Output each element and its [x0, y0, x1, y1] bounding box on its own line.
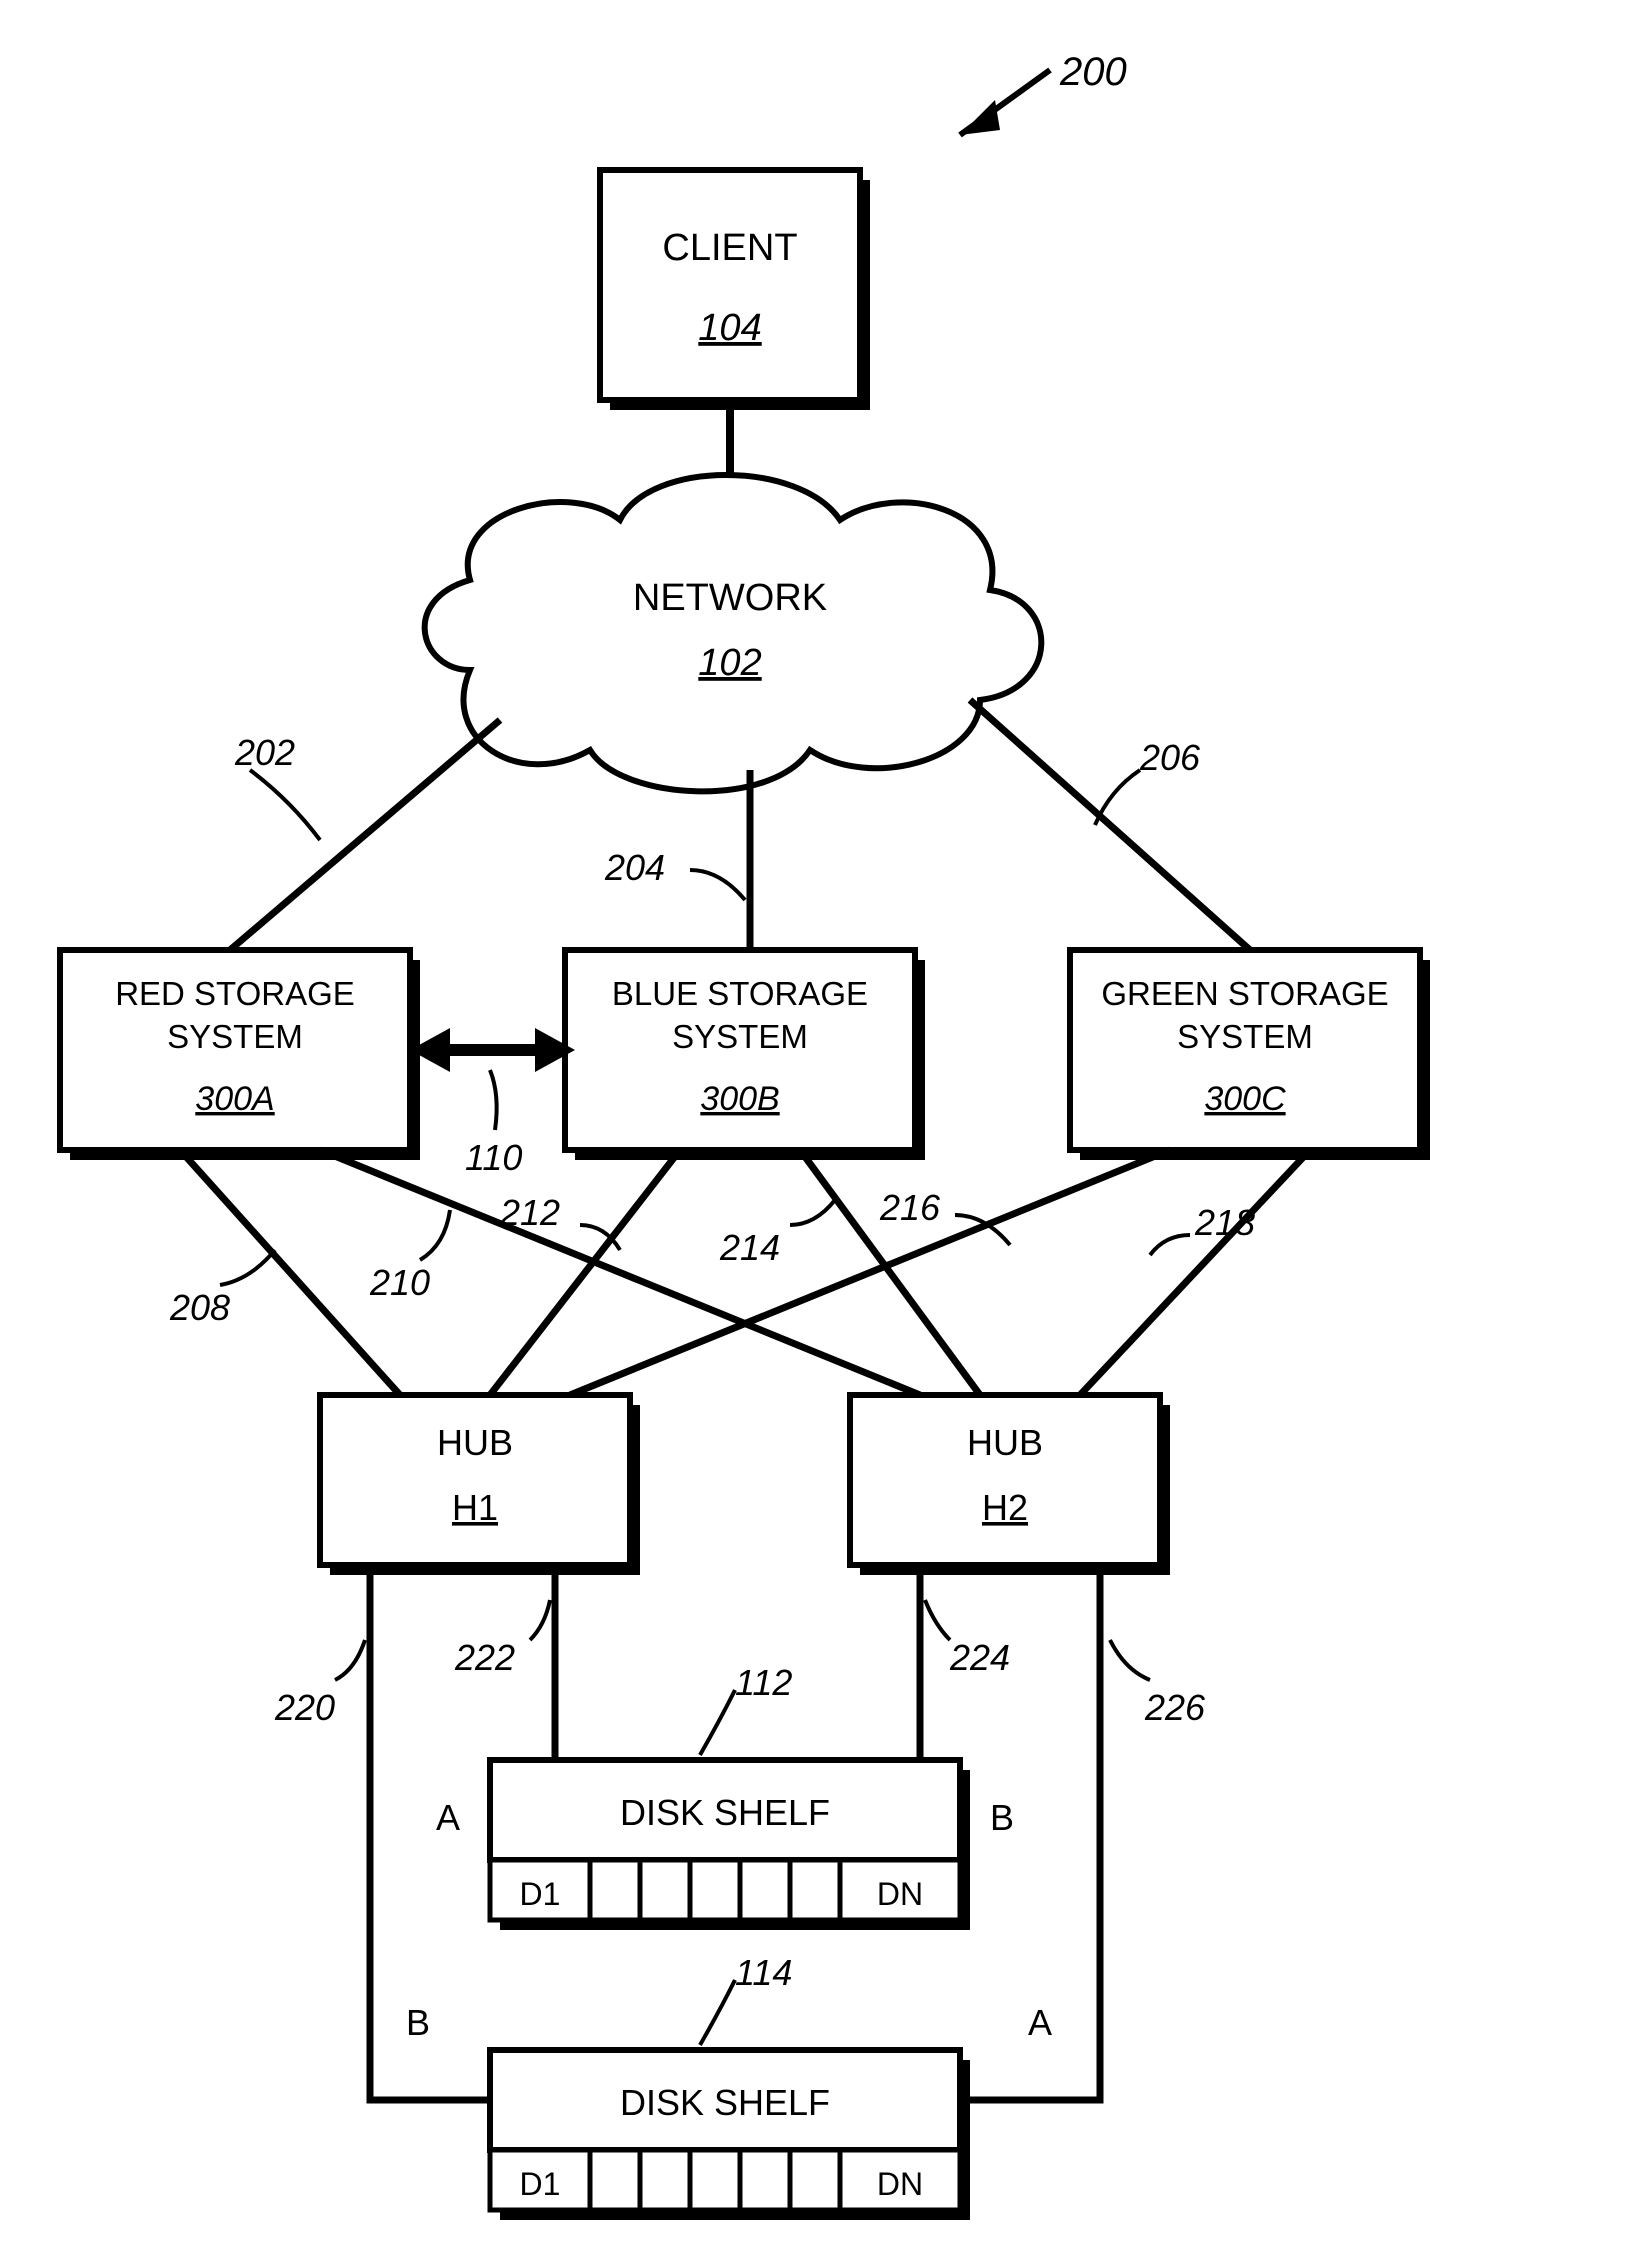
label-214: 214 — [719, 1227, 780, 1268]
network-cloud: NETWORK 102 — [425, 475, 1042, 791]
link-218 — [1080, 1150, 1310, 1395]
green-title1: GREEN STORAGE — [1101, 975, 1388, 1012]
interconnect-arrow: 110 — [410, 1028, 575, 1178]
shelf2-portB: B — [406, 2002, 430, 2043]
shelf2-d1: D1 — [520, 2166, 561, 2202]
disk-shelf-1: 112 DISK SHELF D1 DN — [490, 1662, 970, 1930]
figure-id-marker: 200 — [960, 50, 1127, 135]
shelf1-portB: B — [990, 1797, 1014, 1838]
blue-title1: BLUE STORAGE — [612, 975, 868, 1012]
interconnect-id: 110 — [465, 1137, 522, 1178]
link-216 — [570, 1150, 1170, 1395]
shelf1-title: DISK SHELF — [620, 1792, 830, 1833]
shelf1-d1: D1 — [520, 1876, 561, 1912]
hub1-title: HUB — [437, 1422, 513, 1463]
label-226: 226 — [1144, 1687, 1206, 1728]
client-id: 104 — [698, 307, 761, 349]
hub-h1-box: HUB H1 — [320, 1395, 640, 1575]
label-212: 212 — [499, 1192, 560, 1233]
shelf1-id: 112 — [735, 1662, 792, 1703]
green-title2: SYSTEM — [1177, 1018, 1313, 1055]
client-title: CLIENT — [662, 227, 797, 269]
hub1-id: H1 — [452, 1487, 498, 1528]
shelf1-dn: DN — [877, 1876, 923, 1912]
hub2-id: H2 — [982, 1487, 1028, 1528]
link-208 — [180, 1150, 400, 1395]
client-box: CLIENT 104 — [600, 170, 870, 410]
disk-shelf-2: 114 DISK SHELF D1 DN — [490, 1952, 970, 2220]
label-206: 206 — [1139, 737, 1201, 778]
label-224: 224 — [949, 1637, 1010, 1678]
red-title2: SYSTEM — [167, 1018, 303, 1055]
label-arc-202 — [250, 770, 320, 840]
figure-id: 200 — [1059, 50, 1127, 94]
label-210: 210 — [369, 1262, 430, 1303]
diagram-canvas: 200 CLIENT 104 NETWORK 102 202 204 206 R… — [0, 0, 1637, 2260]
hub-h2-box: HUB H2 — [850, 1395, 1170, 1575]
red-id: 300A — [195, 1080, 274, 1118]
label-218: 218 — [1194, 1202, 1255, 1243]
red-title1: RED STORAGE — [115, 975, 355, 1012]
network-id: 102 — [698, 642, 761, 684]
label-arc-204 — [690, 870, 745, 900]
label-220: 220 — [274, 1687, 335, 1728]
green-storage-box: GREEN STORAGE SYSTEM 300C — [1070, 950, 1430, 1160]
label-222: 222 — [454, 1637, 515, 1678]
red-storage-box: RED STORAGE SYSTEM 300A — [60, 950, 420, 1160]
label-216: 216 — [879, 1187, 941, 1228]
label-204: 204 — [604, 847, 665, 888]
blue-title2: SYSTEM — [672, 1018, 808, 1055]
network-title: NETWORK — [633, 577, 827, 619]
shelf2-title: DISK SHELF — [620, 2082, 830, 2123]
blue-storage-box: BLUE STORAGE SYSTEM 300B — [565, 950, 925, 1160]
green-id: 300C — [1204, 1080, 1286, 1118]
shelf1-portA: A — [436, 1797, 460, 1838]
label-202: 202 — [234, 732, 295, 773]
blue-id: 300B — [700, 1080, 779, 1118]
shelf2-portA: A — [1028, 2002, 1052, 2043]
link-206 — [970, 700, 1250, 950]
shelf2-id: 114 — [735, 1952, 792, 1993]
label-208: 208 — [169, 1287, 230, 1328]
shelf2-dn: DN — [877, 2166, 923, 2202]
hub2-title: HUB — [967, 1422, 1043, 1463]
